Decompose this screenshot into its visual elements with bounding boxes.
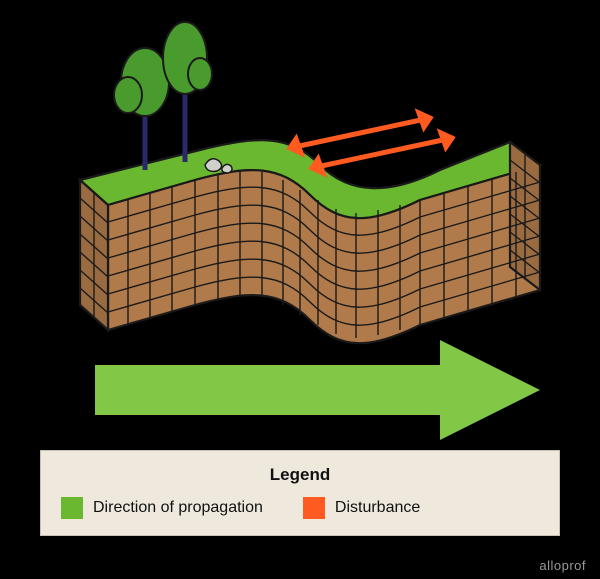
legend-label-propagation: Direction of propagation bbox=[93, 499, 263, 517]
disturbance-arrow bbox=[290, 113, 452, 173]
wave-diagram-svg bbox=[0, 0, 600, 440]
legend-row: Direction of propagation Disturbance bbox=[61, 497, 539, 519]
tree-2 bbox=[163, 22, 212, 162]
legend-title: Legend bbox=[61, 465, 539, 485]
swatch-disturbance bbox=[303, 497, 325, 519]
legend-item-propagation: Direction of propagation bbox=[61, 497, 263, 519]
propagation-arrow bbox=[95, 340, 540, 440]
swatch-propagation bbox=[61, 497, 83, 519]
legend-box: Legend Direction of propagation Disturba… bbox=[40, 450, 560, 536]
diagram-area bbox=[0, 0, 600, 440]
watermark: alloprof bbox=[539, 558, 586, 573]
tree-1 bbox=[114, 48, 169, 170]
legend-label-disturbance: Disturbance bbox=[335, 499, 420, 517]
legend-item-disturbance: Disturbance bbox=[303, 497, 420, 519]
